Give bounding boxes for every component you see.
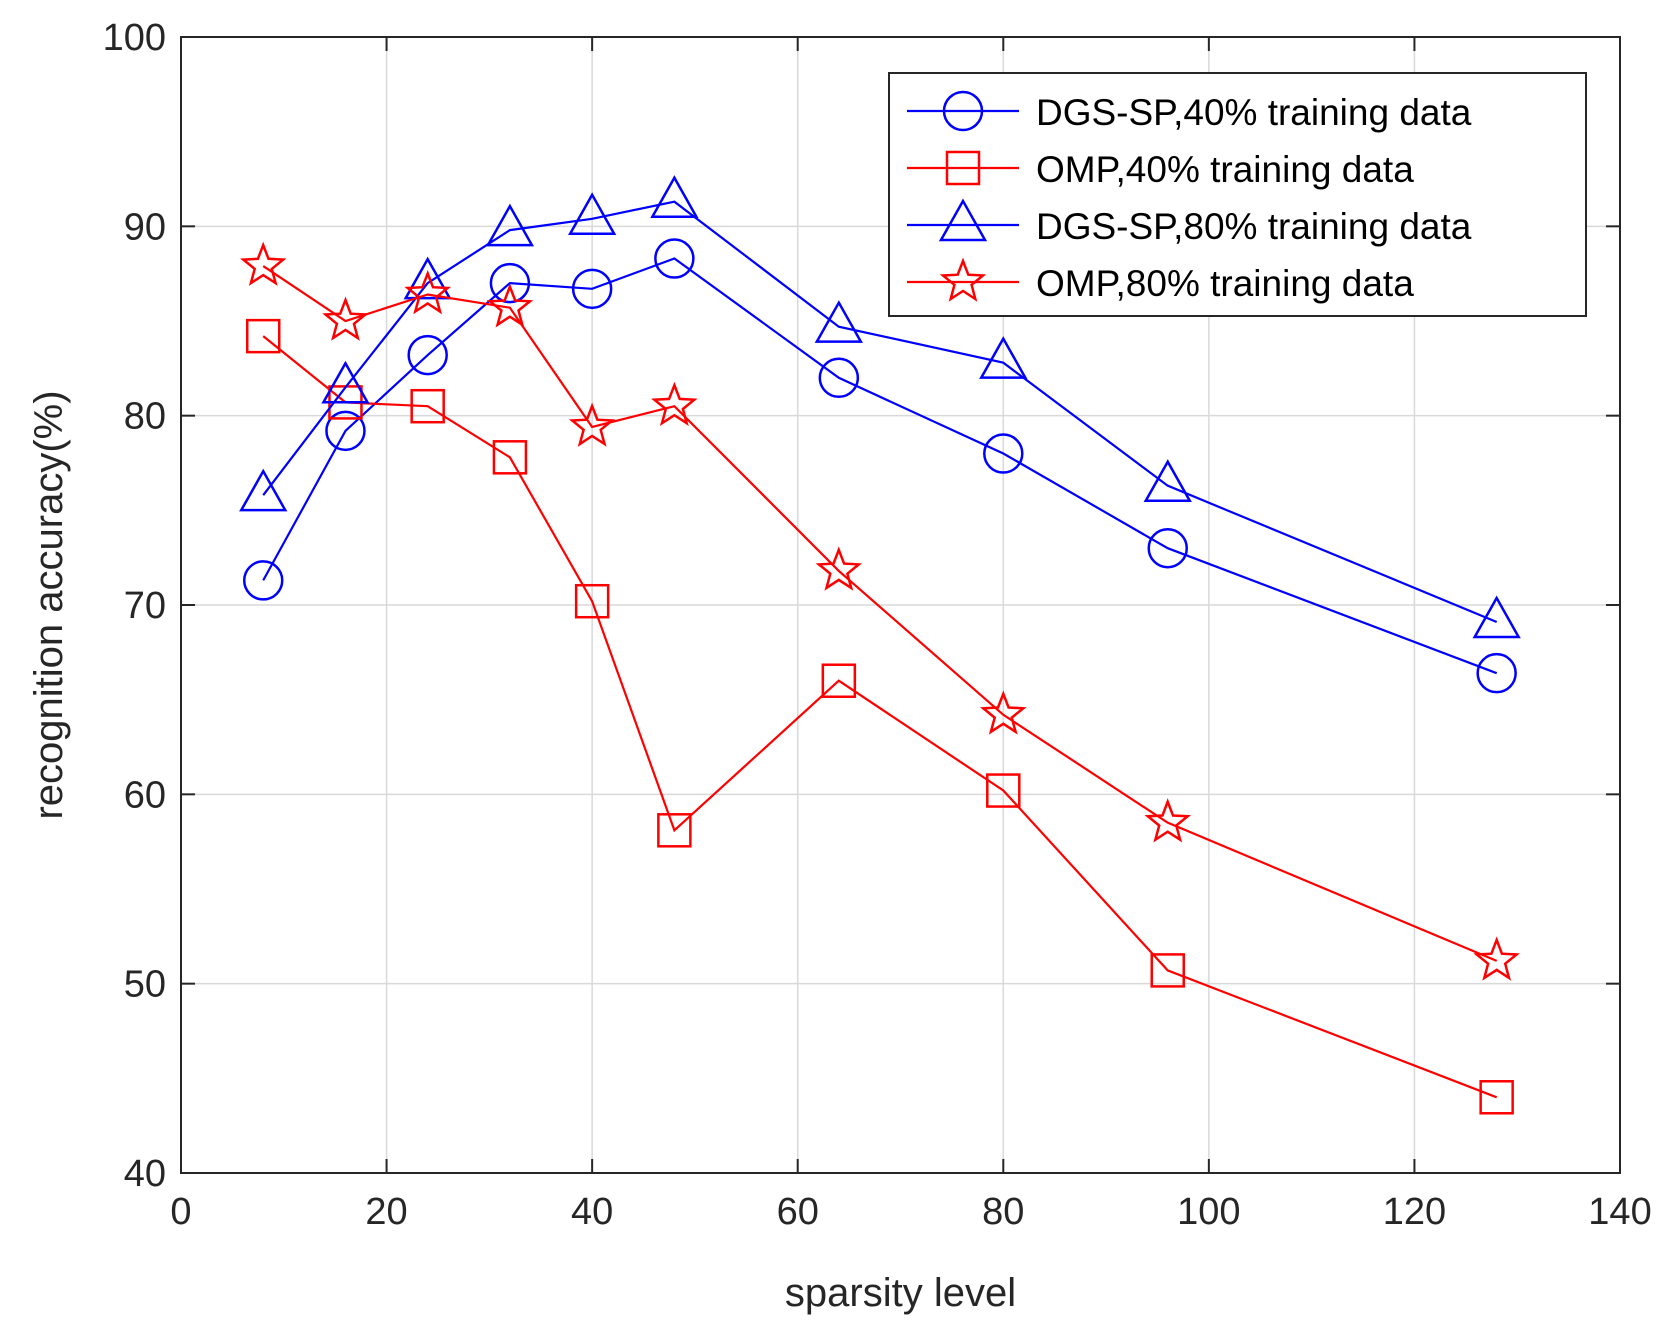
data-point: [650, 175, 699, 218]
legend-marker: [945, 150, 981, 186]
y-tick-label: 50: [124, 964, 166, 1006]
data-point: [1143, 459, 1192, 502]
y-tick-label: 60: [124, 774, 166, 816]
legend-label: OMP,40% training data: [1036, 149, 1414, 190]
y-tick-label: 80: [124, 396, 166, 438]
data-point: [657, 813, 692, 848]
data-point: [818, 357, 860, 399]
data-point: [407, 334, 448, 376]
data-point: [1479, 1080, 1514, 1115]
axis-ticks: 0 20 40 60 80 100 120 140 40 50 60 70 80 90 100: [103, 17, 1652, 1233]
data-point: [1150, 953, 1185, 988]
series-layer: [239, 175, 1521, 1115]
data-point: [571, 268, 613, 310]
legend-marker: [938, 198, 988, 242]
data-point: [485, 203, 535, 247]
data-point: [1144, 798, 1192, 843]
data-point: [403, 256, 452, 300]
data-point: [980, 690, 1027, 735]
data-point: [651, 381, 698, 427]
legend-marker: [942, 90, 984, 132]
data-point: [486, 283, 534, 328]
x-tick-label: 140: [1588, 1191, 1651, 1233]
data-point: [240, 241, 287, 286]
legend-box: [888, 72, 1587, 317]
y-tick-label: 70: [124, 585, 166, 627]
data-point: [322, 296, 369, 341]
x-tick-label: 60: [777, 1191, 819, 1233]
data-point: [325, 410, 366, 452]
series-line: [262, 335, 1498, 1099]
data-point: [245, 318, 281, 354]
data-point: [814, 300, 863, 343]
data-point: [654, 238, 695, 279]
series-star: [240, 241, 1520, 981]
legend-label: OMP,80% training data: [1036, 263, 1414, 304]
data-point: [568, 402, 616, 447]
legend-marker: [939, 257, 987, 302]
x-tick-label: 0: [170, 1191, 191, 1233]
data-point: [1472, 595, 1521, 639]
y-tick-label: 100: [103, 17, 166, 59]
y-tick-label: 90: [124, 206, 166, 248]
data-point: [404, 270, 452, 315]
x-tick-label: 80: [982, 1191, 1024, 1233]
data-point: [986, 773, 1021, 808]
series-line: [262, 200, 1498, 624]
series-line: [262, 257, 1498, 675]
data-point: [410, 388, 445, 424]
data-point: [979, 336, 1028, 379]
data-point: [821, 663, 857, 698]
x-tick-label: 100: [1177, 1191, 1240, 1233]
series-square: [245, 318, 1514, 1115]
x-tick-label: 20: [365, 1191, 407, 1233]
x-axis-title: sparsity level: [785, 1271, 1016, 1315]
data-point: [239, 468, 288, 512]
y-tick-label: 40: [124, 1153, 166, 1195]
legend-label: DGS-SP,40% training data: [1036, 92, 1472, 133]
series-line: [262, 265, 1498, 962]
data-point: [815, 546, 863, 591]
data-point: [574, 583, 610, 619]
data-point: [242, 560, 284, 601]
data-point: [492, 440, 528, 475]
x-tick-label: 120: [1383, 1191, 1446, 1233]
series-circle: [242, 238, 1517, 694]
data-point: [568, 192, 617, 236]
legend: DGS-SP,40% training data OMP,40% training…: [888, 72, 1587, 317]
legend-label: DGS-SP,80% training data: [1036, 206, 1472, 247]
y-axis-title: recognition accuracy(%): [27, 390, 71, 819]
x-tick-label: 40: [571, 1191, 613, 1233]
data-point: [1147, 527, 1188, 569]
data-point: [489, 262, 531, 304]
data-point: [1476, 652, 1517, 694]
data-point: [1473, 936, 1520, 981]
data-point: [321, 360, 370, 404]
series-triangle: [239, 175, 1521, 639]
data-point: [983, 433, 1024, 474]
